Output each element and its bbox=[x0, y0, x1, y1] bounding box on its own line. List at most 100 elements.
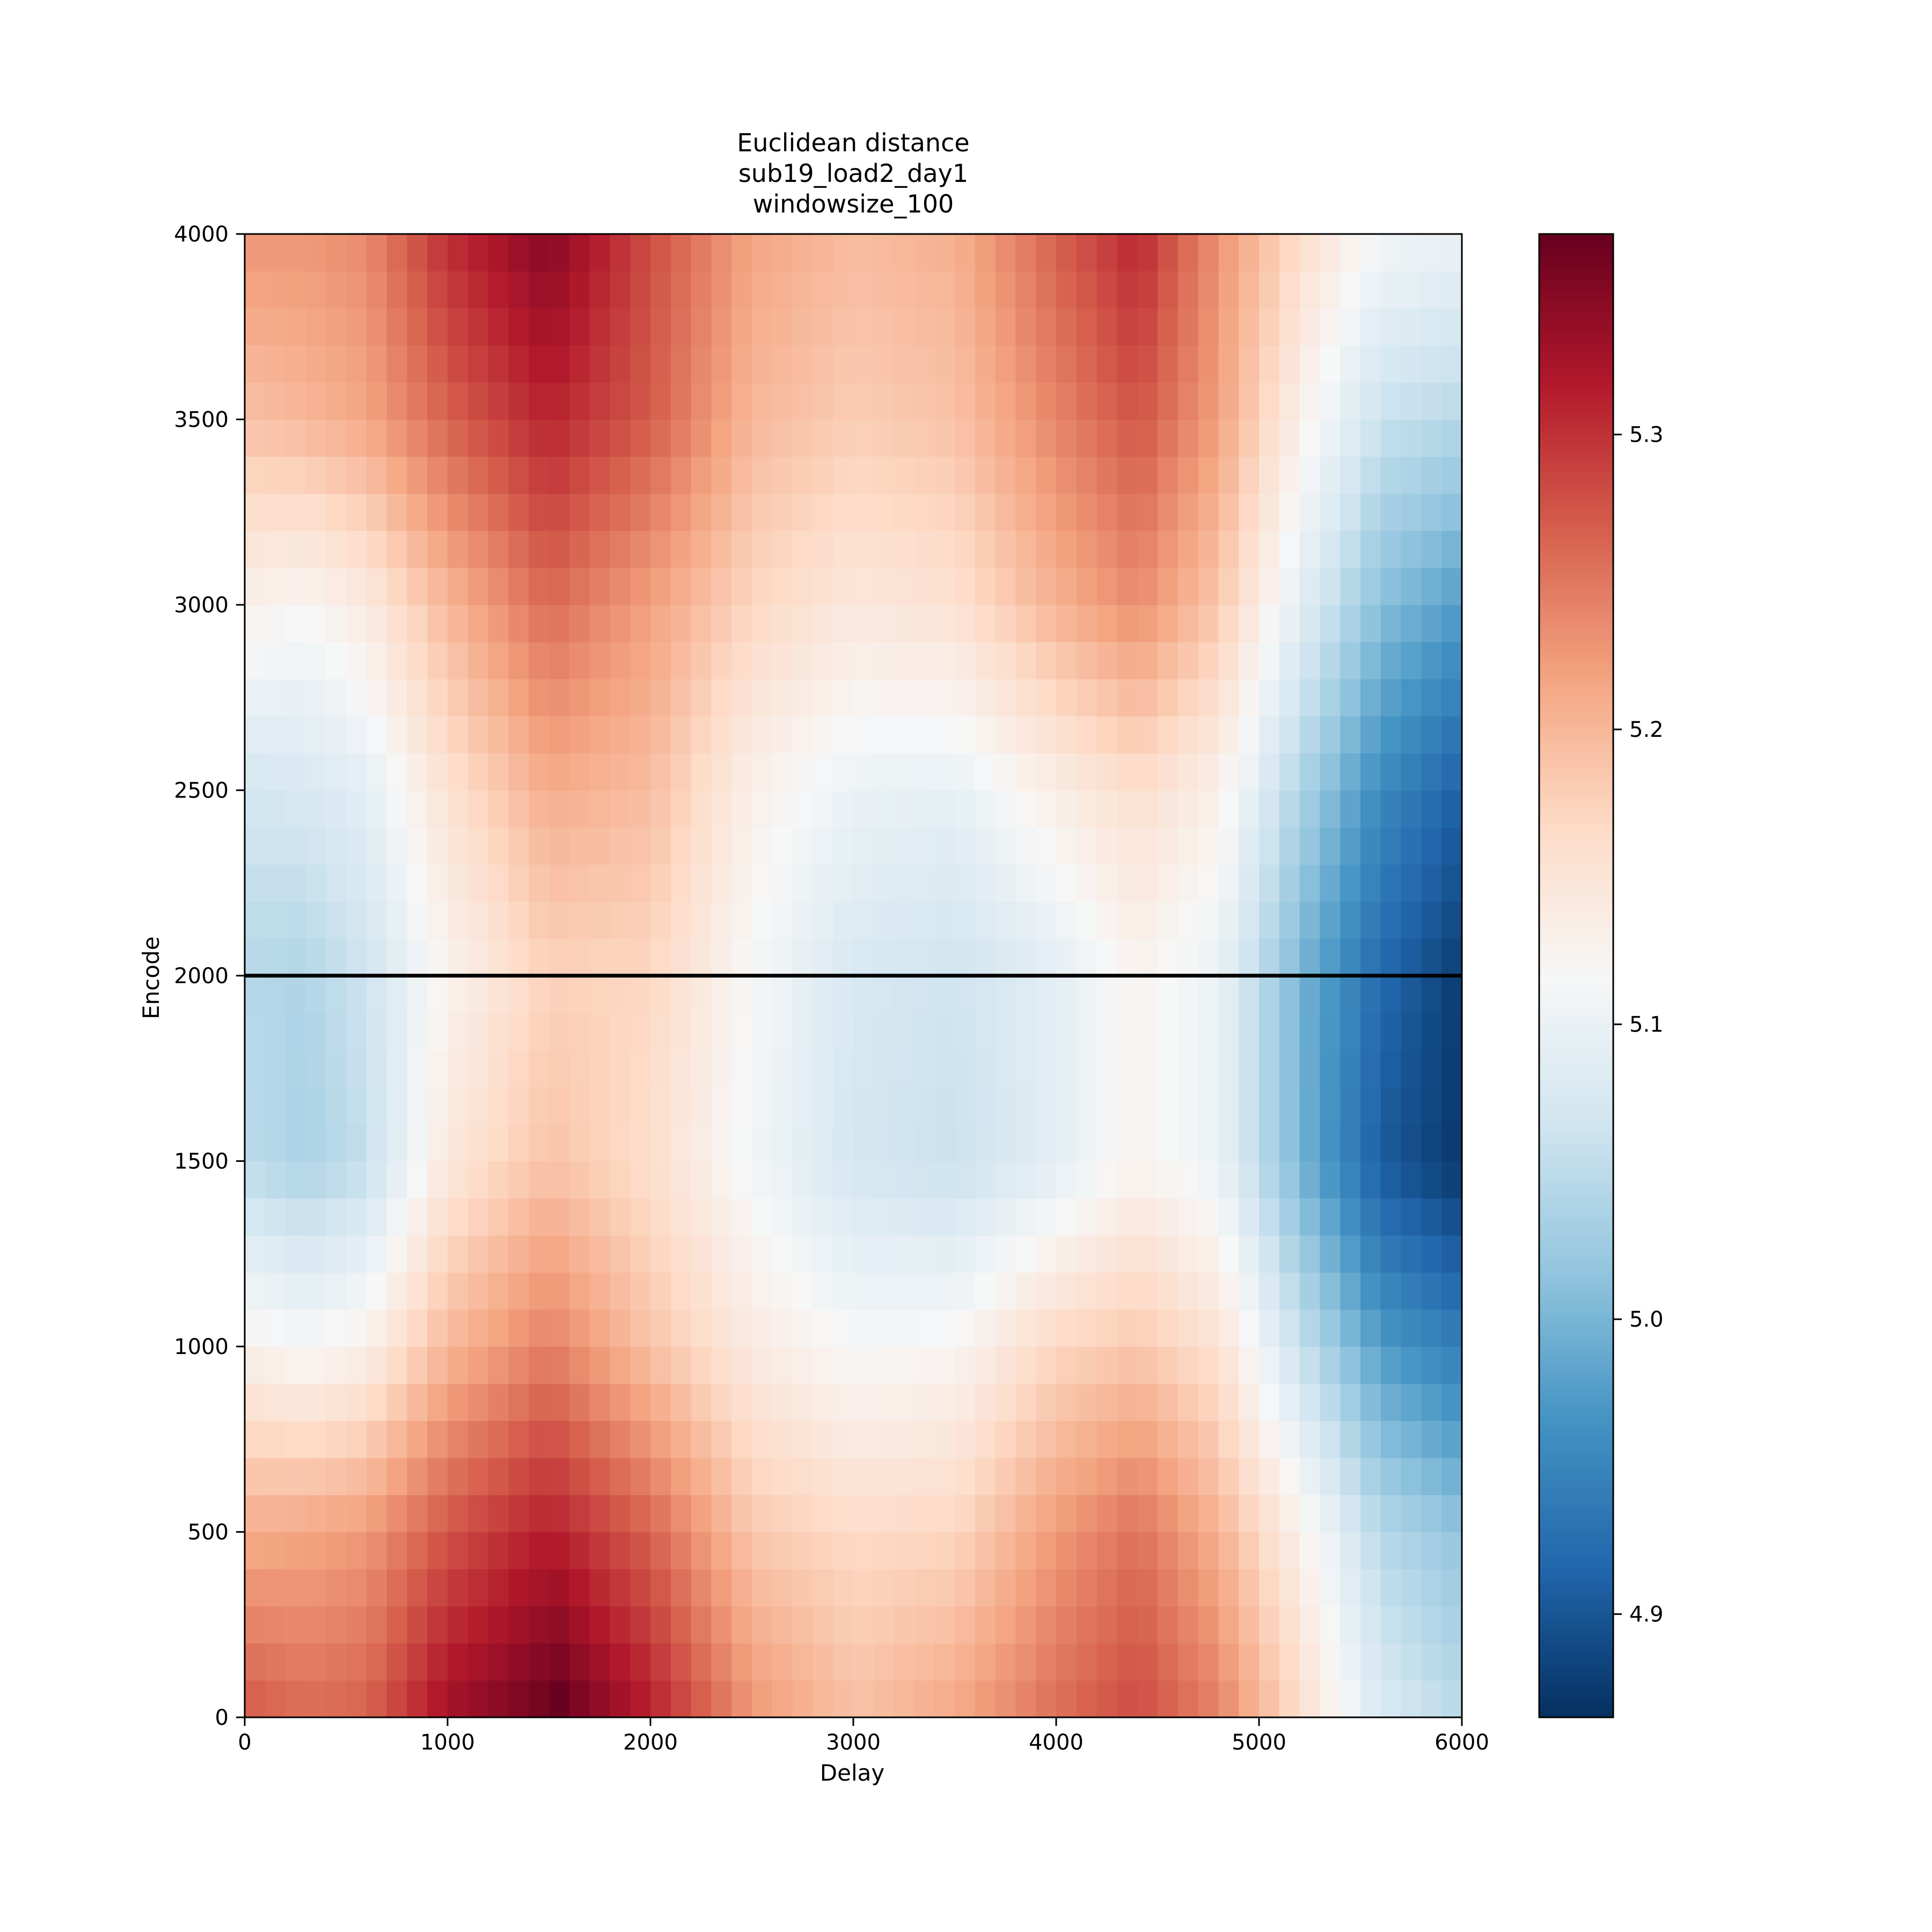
heatmap-cell bbox=[955, 1272, 976, 1310]
heatmap-cell bbox=[245, 1124, 266, 1162]
heatmap-cell bbox=[1218, 1087, 1239, 1124]
heatmap-cell bbox=[1259, 530, 1280, 568]
heatmap-cell bbox=[285, 1235, 306, 1273]
heatmap-cell bbox=[265, 493, 286, 531]
heatmap-cell bbox=[448, 1050, 469, 1087]
heatmap-cell bbox=[427, 530, 448, 568]
heatmap-cell bbox=[894, 1384, 914, 1421]
heatmap-cell bbox=[792, 642, 813, 679]
heatmap-cell bbox=[569, 1458, 590, 1495]
colorbar-segment bbox=[1539, 1300, 1613, 1307]
heatmap-cell bbox=[508, 1235, 529, 1273]
heatmap-cell bbox=[427, 1235, 448, 1273]
colorbar-segment bbox=[1539, 651, 1613, 657]
heatmap-cell bbox=[488, 1606, 509, 1644]
heatmap-cell bbox=[265, 1346, 286, 1384]
heatmap-cell bbox=[630, 901, 651, 939]
heatmap-cell bbox=[670, 1384, 692, 1421]
heatmap-cell bbox=[1441, 753, 1462, 791]
heatmap-cell bbox=[1117, 1643, 1138, 1681]
heatmap-cell bbox=[1380, 1235, 1402, 1273]
heatmap-cell bbox=[488, 1198, 509, 1236]
colorbar-segment bbox=[1539, 1196, 1613, 1202]
heatmap-cell bbox=[467, 1680, 489, 1718]
heatmap-cell bbox=[1036, 1384, 1057, 1421]
heatmap-cell bbox=[995, 1050, 1016, 1087]
heatmap-cell bbox=[1218, 493, 1239, 531]
heatmap-cell bbox=[346, 1161, 367, 1199]
heatmap-cell bbox=[407, 1309, 428, 1347]
heatmap-cell bbox=[1299, 1458, 1320, 1495]
colorbar-segment bbox=[1539, 465, 1613, 472]
colorbar-segment bbox=[1539, 755, 1613, 762]
heatmap-cell bbox=[569, 1087, 590, 1124]
heatmap-cell bbox=[569, 1606, 590, 1644]
heatmap-cell bbox=[569, 976, 590, 1013]
heatmap-cell bbox=[1218, 1050, 1239, 1087]
heatmap-cell bbox=[833, 1643, 854, 1681]
heatmap-cell bbox=[427, 976, 448, 1013]
colorbar-segment bbox=[1539, 1653, 1613, 1660]
heatmap-cell bbox=[529, 419, 550, 457]
heatmap-cell bbox=[1177, 938, 1199, 976]
colorbar-segment bbox=[1539, 1068, 1613, 1075]
heatmap-cell bbox=[691, 790, 712, 828]
heatmap-cell bbox=[1401, 1087, 1422, 1124]
heatmap-cell bbox=[427, 716, 448, 753]
heatmap-cell bbox=[407, 827, 428, 865]
heatmap-cell bbox=[549, 419, 570, 457]
colorbar-tick-label: 4.9 bbox=[1629, 1602, 1664, 1627]
heatmap-cell bbox=[427, 419, 448, 457]
heatmap-cell bbox=[1056, 1013, 1077, 1050]
heatmap-cell bbox=[731, 456, 752, 494]
heatmap-cell bbox=[1076, 1235, 1097, 1273]
heatmap-cell bbox=[772, 1272, 793, 1310]
heatmap-cell bbox=[853, 827, 874, 865]
heatmap-cell bbox=[975, 1309, 996, 1347]
heatmap-cell bbox=[245, 271, 266, 309]
heatmap-cell bbox=[975, 1087, 996, 1124]
heatmap-cell bbox=[610, 234, 631, 272]
heatmap-cell bbox=[995, 493, 1016, 531]
heatmap-cell bbox=[691, 456, 712, 494]
heatmap-cell bbox=[1421, 1606, 1442, 1644]
colorbar-segment bbox=[1539, 1213, 1613, 1220]
heatmap-cell bbox=[366, 345, 387, 383]
heatmap-cell bbox=[1320, 976, 1341, 1013]
colorbar-segment bbox=[1539, 1323, 1613, 1330]
heatmap-cell bbox=[691, 1161, 712, 1199]
heatmap-cell bbox=[529, 1569, 550, 1607]
heatmap-cell bbox=[448, 716, 469, 753]
heatmap-cell bbox=[1279, 382, 1300, 420]
heatmap-cell bbox=[670, 938, 692, 976]
colorbar-segment bbox=[1539, 1682, 1613, 1689]
heatmap-cell bbox=[1076, 1087, 1097, 1124]
heatmap-cell bbox=[1177, 1087, 1199, 1124]
heatmap-cell bbox=[853, 1643, 874, 1681]
heatmap-cell bbox=[346, 864, 367, 902]
heatmap-cell bbox=[1076, 1680, 1097, 1718]
colorbar-segment bbox=[1539, 1370, 1613, 1376]
heatmap-cell bbox=[1320, 642, 1341, 679]
heatmap-cell bbox=[670, 1346, 692, 1384]
heatmap-cell bbox=[386, 1124, 407, 1162]
heatmap-cell bbox=[995, 1272, 1016, 1310]
heatmap-cell bbox=[1259, 827, 1280, 865]
heatmap-cell bbox=[610, 1087, 631, 1124]
heatmap-cell bbox=[1441, 1050, 1462, 1087]
heatmap-cell bbox=[833, 382, 854, 420]
heatmap-cell bbox=[1380, 382, 1402, 420]
heatmap-cell bbox=[1320, 1495, 1341, 1533]
heatmap-cell bbox=[386, 1161, 407, 1199]
colorbar-segment bbox=[1539, 1149, 1613, 1156]
heatmap-cell bbox=[752, 1532, 773, 1570]
heatmap-cell bbox=[569, 1198, 590, 1236]
heatmap-cell bbox=[1117, 1569, 1138, 1607]
colorbar-segment bbox=[1539, 1381, 1613, 1388]
heatmap-cell bbox=[1218, 976, 1239, 1013]
colorbar-segment bbox=[1539, 471, 1613, 478]
heatmap-cell bbox=[1015, 1680, 1036, 1718]
colorbar-segment bbox=[1539, 1399, 1613, 1405]
heatmap-cell bbox=[1137, 790, 1158, 828]
heatmap-cell bbox=[1259, 1532, 1280, 1570]
